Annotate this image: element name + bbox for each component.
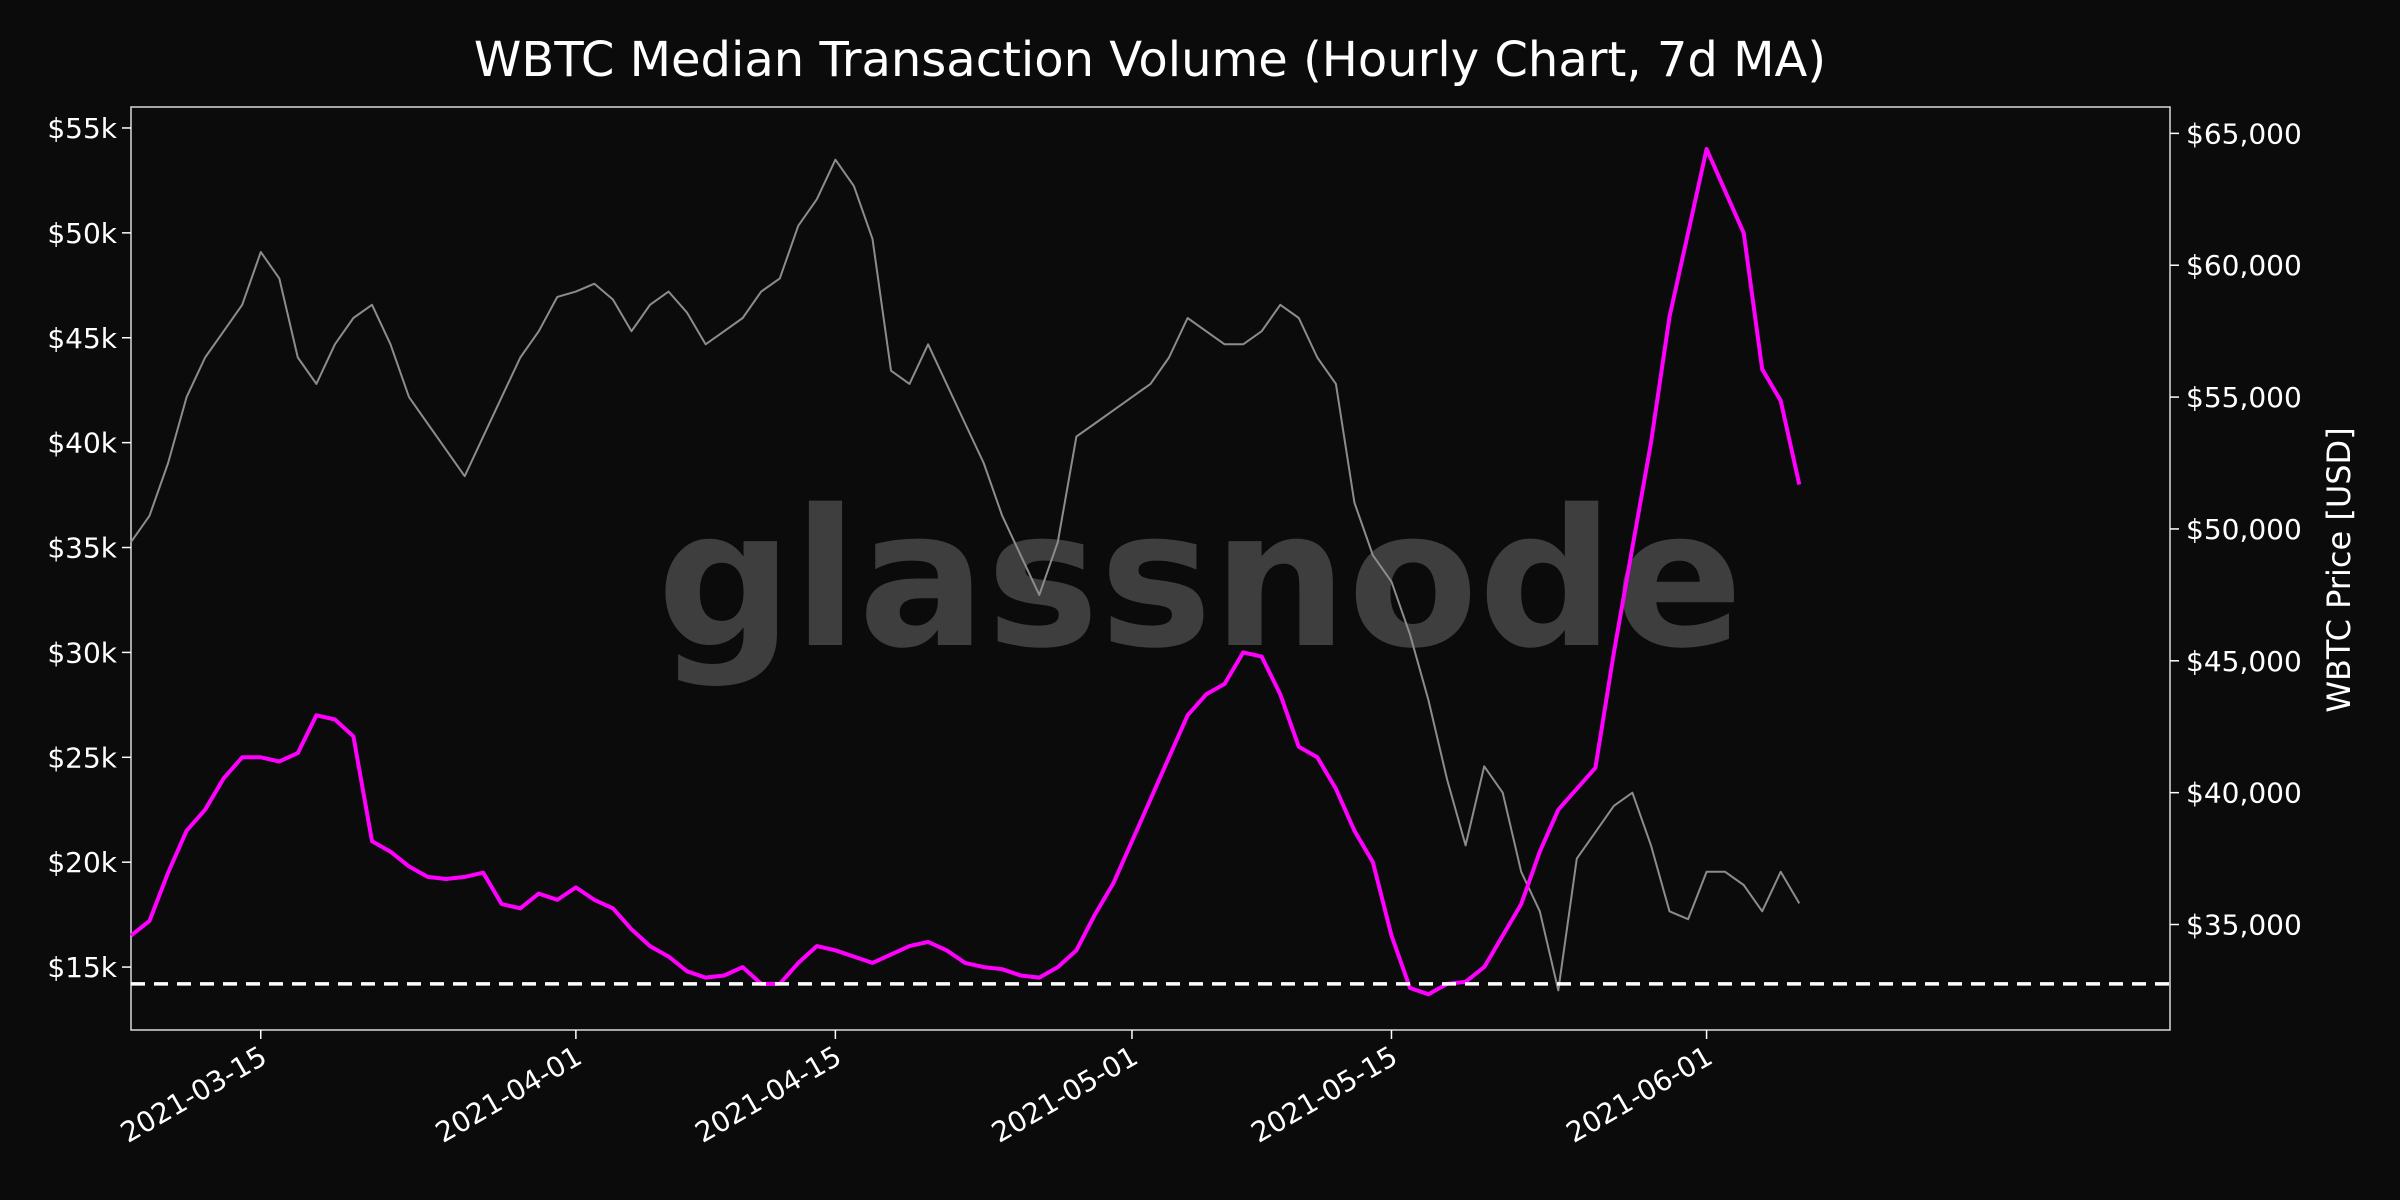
x-tick-label: 2021-05-15 xyxy=(1246,1039,1403,1149)
y-right-tick-label: $65,000 xyxy=(2186,117,2302,150)
x-tick-label: 2021-04-15 xyxy=(689,1039,846,1149)
y-left-tick-label: $40k xyxy=(47,427,117,460)
y-right-axis-label: WBTC Price [USD] xyxy=(2320,427,2358,712)
plot-frame xyxy=(130,106,2171,1031)
y-right-tick-label: $40,000 xyxy=(2186,777,2302,810)
x-tick-label: 2021-04-01 xyxy=(430,1039,587,1149)
y-left-tick-label: $55k xyxy=(47,112,117,145)
y-left-tick-label: $35k xyxy=(47,532,117,565)
x-tick-label: 2021-03-15 xyxy=(115,1039,272,1149)
y-left-tick-label: $50k xyxy=(47,217,117,250)
chart-title: WBTC Median Transaction Volume (Hourly C… xyxy=(473,32,1827,88)
y-left-tick-label: $25k xyxy=(47,741,117,774)
price-series-line xyxy=(130,158,1801,992)
y-right-tick-label: $35,000 xyxy=(2186,909,2302,942)
volume-series-line xyxy=(129,147,1802,997)
y-right-tick-label: $55,000 xyxy=(2186,381,2302,414)
y-left-tick-label: $15k xyxy=(47,951,117,984)
y-left-tick-label: $45k xyxy=(47,322,117,355)
x-tick-label: 2021-06-01 xyxy=(1561,1039,1718,1149)
y-right-tick-label: $50,000 xyxy=(2186,513,2302,546)
y-right-tick-label: $60,000 xyxy=(2186,249,2302,282)
y-left-tick-label: $20k xyxy=(47,846,117,879)
y-left-tick-label: $30k xyxy=(47,636,117,669)
watermark: glassnode xyxy=(657,469,1743,690)
y-right-tick-label: $45,000 xyxy=(2186,645,2302,678)
x-tick-label: 2021-05-01 xyxy=(986,1039,1143,1149)
